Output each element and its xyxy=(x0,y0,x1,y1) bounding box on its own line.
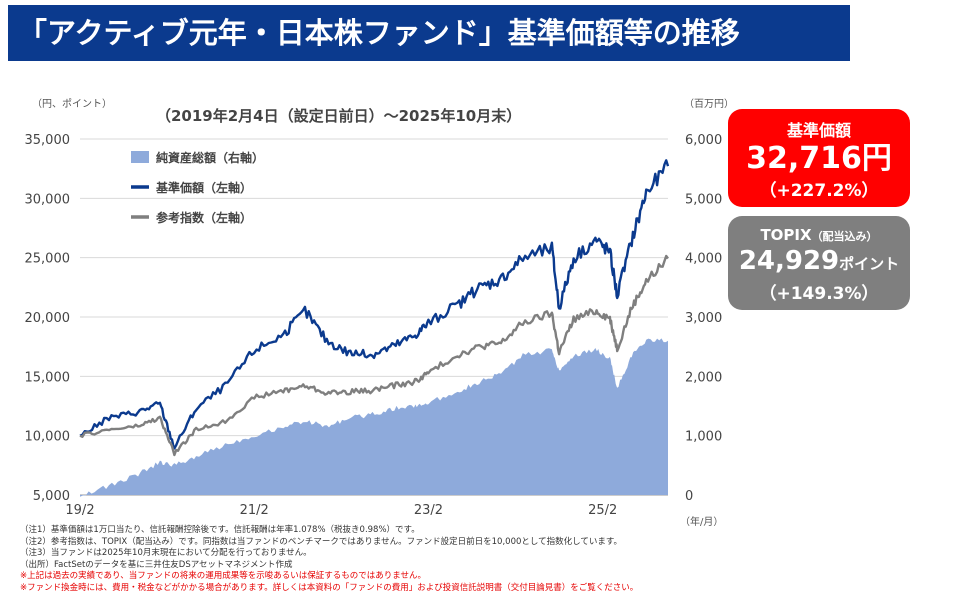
nav-value-box: 基準価額 32,716円 （+227.2%） xyxy=(728,109,910,207)
y-left-tick-label: 20,000 xyxy=(25,311,71,326)
x-axis-unit: （年/月） xyxy=(680,515,723,528)
topix-box-change: （+149.3%） xyxy=(759,284,879,304)
benchmark-line xyxy=(79,254,669,457)
topix-box-value-unit: ポイント xyxy=(839,255,900,273)
y-right-tick-label: 3,000 xyxy=(685,311,722,326)
y-right-tick-label: 0 xyxy=(685,489,693,504)
y-left-tick-label: 30,000 xyxy=(25,192,71,207)
footnotes: （注1）基準価額は1万口当たり、信託報酬控除後です。信託報酬は年率1.078%（… xyxy=(20,525,740,594)
y-right-tick-label: 1,000 xyxy=(685,430,722,445)
x-tick-label: 21/2 xyxy=(240,503,269,518)
note-3: （注3）当ファンドは2025年10月末現在において分配を行っておりません。 xyxy=(20,548,312,558)
left-axis-unit: （円、ポイント） xyxy=(32,98,112,110)
y-left-tick-label: 25,000 xyxy=(25,252,71,267)
note-source: （出所）FactSetのデータを基に三井住友DSアセットマネジメント作成 xyxy=(20,559,293,570)
y-right-tick-label: 6,000 xyxy=(685,133,722,148)
note-1: （注1）基準価額は1万口当たり、信託報酬控除後です。信託報酬は年率1.078%（… xyxy=(20,525,420,535)
topix-box-label: TOPIX xyxy=(760,226,812,244)
warning-2: ※ファンド換金時には、費用・税金などがかかる場合があります。詳しくは本資料の「フ… xyxy=(20,582,639,593)
y-left-tick-label: 5,000 xyxy=(33,489,70,504)
nav-line xyxy=(79,159,670,450)
nav-box-change: （+227.2%） xyxy=(759,181,879,201)
legend-label: 基準価額（左軸） xyxy=(155,180,252,195)
y-right-tick-label: 4,000 xyxy=(685,252,722,267)
y-right-tick-label: 2,000 xyxy=(685,370,722,385)
nav-box-value: 32,716円 xyxy=(746,141,892,176)
y-left-tick-label: 15,000 xyxy=(25,370,71,385)
y-right-tick-label: 5,000 xyxy=(685,192,722,207)
y-left-tick-label: 10,000 xyxy=(25,430,71,445)
legend-swatch-net-assets xyxy=(131,151,149,163)
topix-value-box: TOPIX（配当込み） 24,929ポイント （+149.3%） xyxy=(728,216,910,310)
warning-1: ※上記は過去の実績であり、当ファンドの将来の運用成果等を示唆あるいは保証するもの… xyxy=(20,571,426,581)
right-axis-unit: （百万円） xyxy=(684,98,734,110)
topix-box-label-small: （配当込み） xyxy=(811,230,878,243)
period-label: （2019年2月4日（設定日前日）～2025年10月末） xyxy=(156,107,521,125)
legend-label: 参考指数（左軸） xyxy=(156,210,252,225)
nav-box-label: 基準価額 xyxy=(786,121,851,140)
note-2: （注2）参考指数は、TOPIX（配当込み）です。同指数は当ファンドのベンチマーク… xyxy=(20,536,623,547)
x-tick-label: 23/2 xyxy=(414,503,443,518)
topix-box-value: 24,929 xyxy=(738,246,840,276)
net-assets-area xyxy=(80,338,668,497)
page-title: 「アクティブ元年・日本株ファンド」基準価額等の推移 xyxy=(8,5,850,61)
y-left-tick-label: 35,000 xyxy=(25,133,71,148)
x-tick-label: 19/2 xyxy=(65,503,94,518)
x-tick-label: 25/2 xyxy=(588,503,617,518)
legend-label: 純資産総額（右軸） xyxy=(156,150,264,165)
